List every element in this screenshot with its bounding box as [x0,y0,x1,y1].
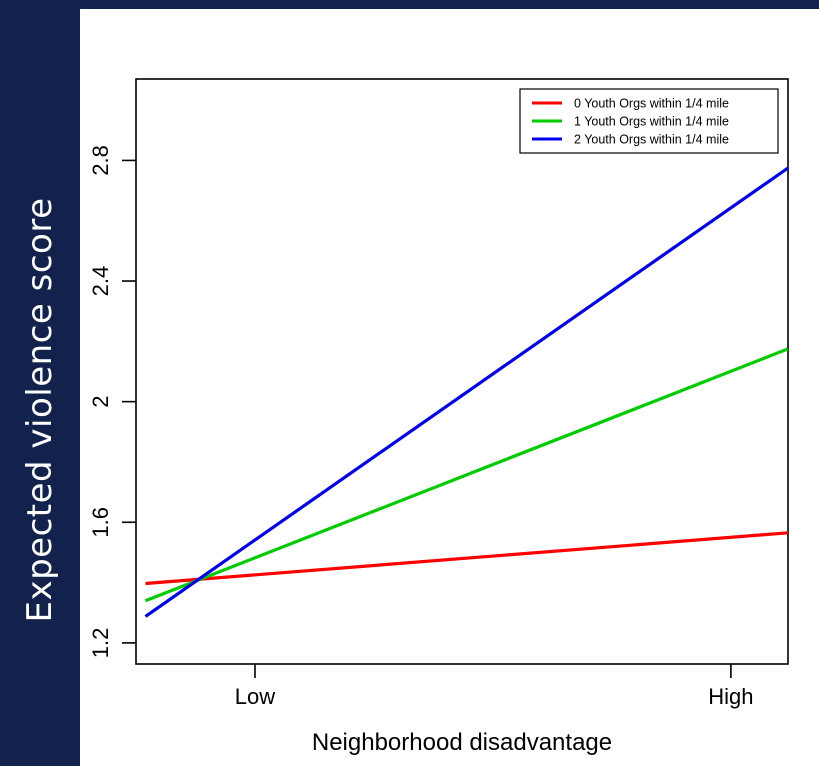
y-tick-label-0: 1.2 [88,628,113,659]
x-axis-title: Neighborhood disadvantage [312,729,612,756]
legend-label-0: 0 Youth Orgs within 1/4 mile [574,97,729,111]
legend-label-2: 2 Youth Orgs within 1/4 mile [574,133,729,147]
x-tick-label-1: High [708,684,753,709]
y-axis: 1.2 1.6 2 2.4 2.8 [88,145,136,658]
y-tick-label-2: 2 [88,396,113,408]
top-border-band [80,0,819,9]
y-tick-label-4: 2.8 [88,145,113,176]
series-layer [144,166,789,618]
x-tick-label-0: Low [235,684,275,709]
plot-frame [135,78,789,665]
legend: 0 Youth Orgs within 1/4 mile 1 Youth Orgs… [519,88,779,154]
left-title-band [0,0,80,766]
x-axis: Low High [235,664,754,709]
y-tick-label-1: 1.6 [88,507,113,538]
series-line-1 [144,347,789,603]
series-line-0 [145,531,789,586]
y-tick-label-3: 2.4 [88,266,113,297]
legend-box [519,88,779,154]
legend-label-1: 1 Youth Orgs within 1/4 mile [574,115,729,129]
series-line-2 [144,166,789,618]
